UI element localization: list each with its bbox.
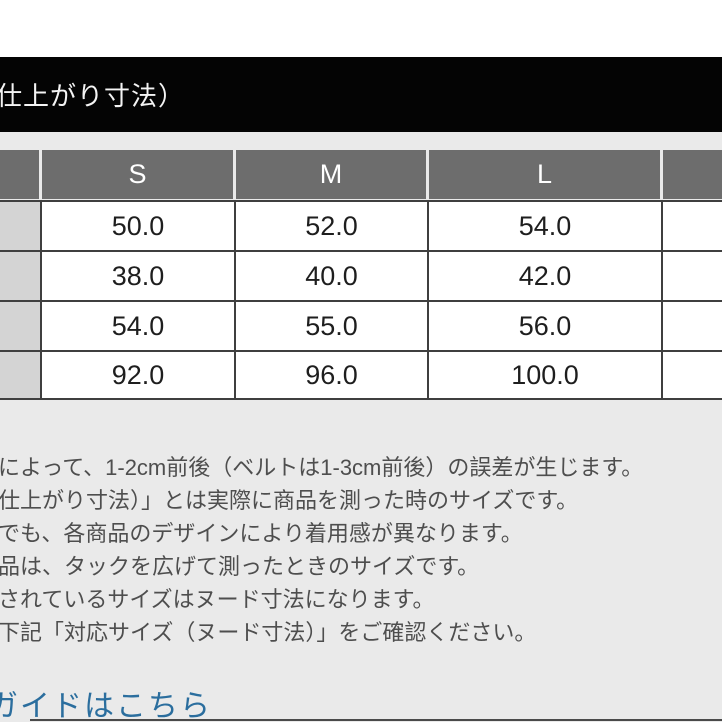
table-cell: 50.0 [42,202,236,250]
column-header-clipped-right [663,150,722,199]
table-cell-clipped [663,252,722,300]
section-title-bar: 仕上がり寸法） [0,57,722,132]
measurement-notes: によって、1-2cm前後（ベルトは1-3cm前後）の誤差が生じます。 仕上がり寸… [0,451,722,649]
page-title: 仕上がり寸法） [0,81,186,111]
note-line: によって、1-2cm前後（ベルトは1-3cm前後）の誤差が生じます。 [0,455,644,480]
table-cell: 52.0 [236,202,429,250]
table-row: 92.0 96.0 100.0 [0,350,722,400]
column-header-s: S [42,150,236,199]
table-cell-clipped [663,302,722,350]
table-cell-clipped [663,352,722,398]
column-header-l: L [429,150,663,199]
table-cell: 100.0 [429,352,663,398]
row-label-cell [0,352,42,398]
table-cell: 96.0 [236,352,429,398]
note-line: でも、各商品のデザインにより着用感が異なります。 [0,521,523,546]
table-cell: 92.0 [42,352,236,398]
note-line: 下記「対応サイズ（ヌード寸法）」をご確認ください。 [0,620,537,645]
note-line: 品は、タックを広げて測ったときのサイズです。 [0,554,480,579]
row-label-cell [0,202,42,250]
table-cell: 42.0 [429,252,663,300]
size-guide-link[interactable]: ガイドはこちら [0,690,212,723]
table-cell: 54.0 [42,302,236,350]
table-row: 50.0 52.0 54.0 [0,200,722,250]
bottom-divider [30,719,722,721]
table-row: 38.0 40.0 42.0 [0,250,722,300]
table-header-row: S M L [0,150,722,199]
size-table: S M L 50.0 52.0 54.0 38.0 40.0 42.0 54.0… [0,150,722,400]
table-cell: 56.0 [429,302,663,350]
table-cell: 40.0 [236,252,429,300]
note-line: 仕上がり寸法）」とは実際に商品を測った時のサイズです。 [0,488,579,513]
note-line: されているサイズはヌード寸法になります。 [0,587,435,612]
column-header-clipped-left [0,150,42,199]
column-header-m: M [236,150,429,199]
table-row: 54.0 55.0 56.0 [0,300,722,350]
table-cell: 38.0 [42,252,236,300]
table-cell: 55.0 [236,302,429,350]
row-label-cell [0,252,42,300]
row-label-cell [0,302,42,350]
table-cell-clipped [663,202,722,250]
table-cell: 54.0 [429,202,663,250]
